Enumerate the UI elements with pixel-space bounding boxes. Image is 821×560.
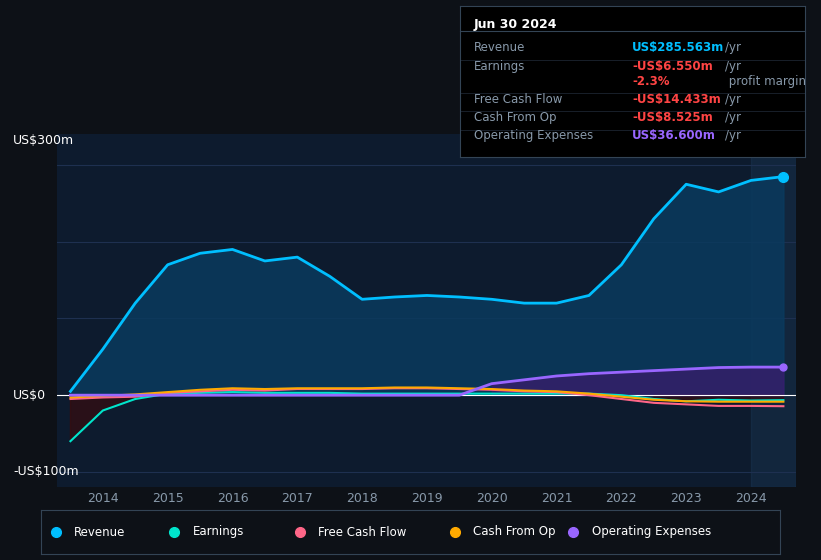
Text: Revenue: Revenue	[474, 41, 525, 54]
Text: US$36.600m: US$36.600m	[632, 129, 716, 142]
Text: Jun 30 2024: Jun 30 2024	[474, 18, 557, 31]
Text: -US$100m: -US$100m	[13, 465, 79, 478]
Text: -US$6.550m: -US$6.550m	[632, 59, 713, 73]
Text: Operating Expenses: Operating Expenses	[474, 129, 593, 142]
Text: -US$8.525m: -US$8.525m	[632, 111, 713, 124]
Text: /yr: /yr	[725, 59, 741, 73]
Text: /yr: /yr	[725, 111, 741, 124]
Text: US$300m: US$300m	[13, 134, 74, 147]
Text: -US$14.433m: -US$14.433m	[632, 93, 721, 106]
Text: Operating Expenses: Operating Expenses	[591, 525, 711, 539]
Text: Cash From Op: Cash From Op	[474, 111, 556, 124]
Text: profit margin: profit margin	[725, 74, 806, 88]
Text: /yr: /yr	[725, 93, 741, 106]
Text: Earnings: Earnings	[474, 59, 525, 73]
Text: /yr: /yr	[725, 41, 741, 54]
Text: Free Cash Flow: Free Cash Flow	[474, 93, 562, 106]
Text: Cash From Op: Cash From Op	[474, 525, 556, 539]
Text: US$285.563m: US$285.563m	[632, 41, 724, 54]
Text: /yr: /yr	[725, 129, 741, 142]
Text: Earnings: Earnings	[192, 525, 244, 539]
Text: Revenue: Revenue	[75, 525, 126, 539]
Text: US$0: US$0	[13, 389, 46, 402]
Bar	[751, 134, 796, 487]
Text: Free Cash Flow: Free Cash Flow	[319, 525, 406, 539]
Text: -2.3%: -2.3%	[632, 74, 670, 88]
